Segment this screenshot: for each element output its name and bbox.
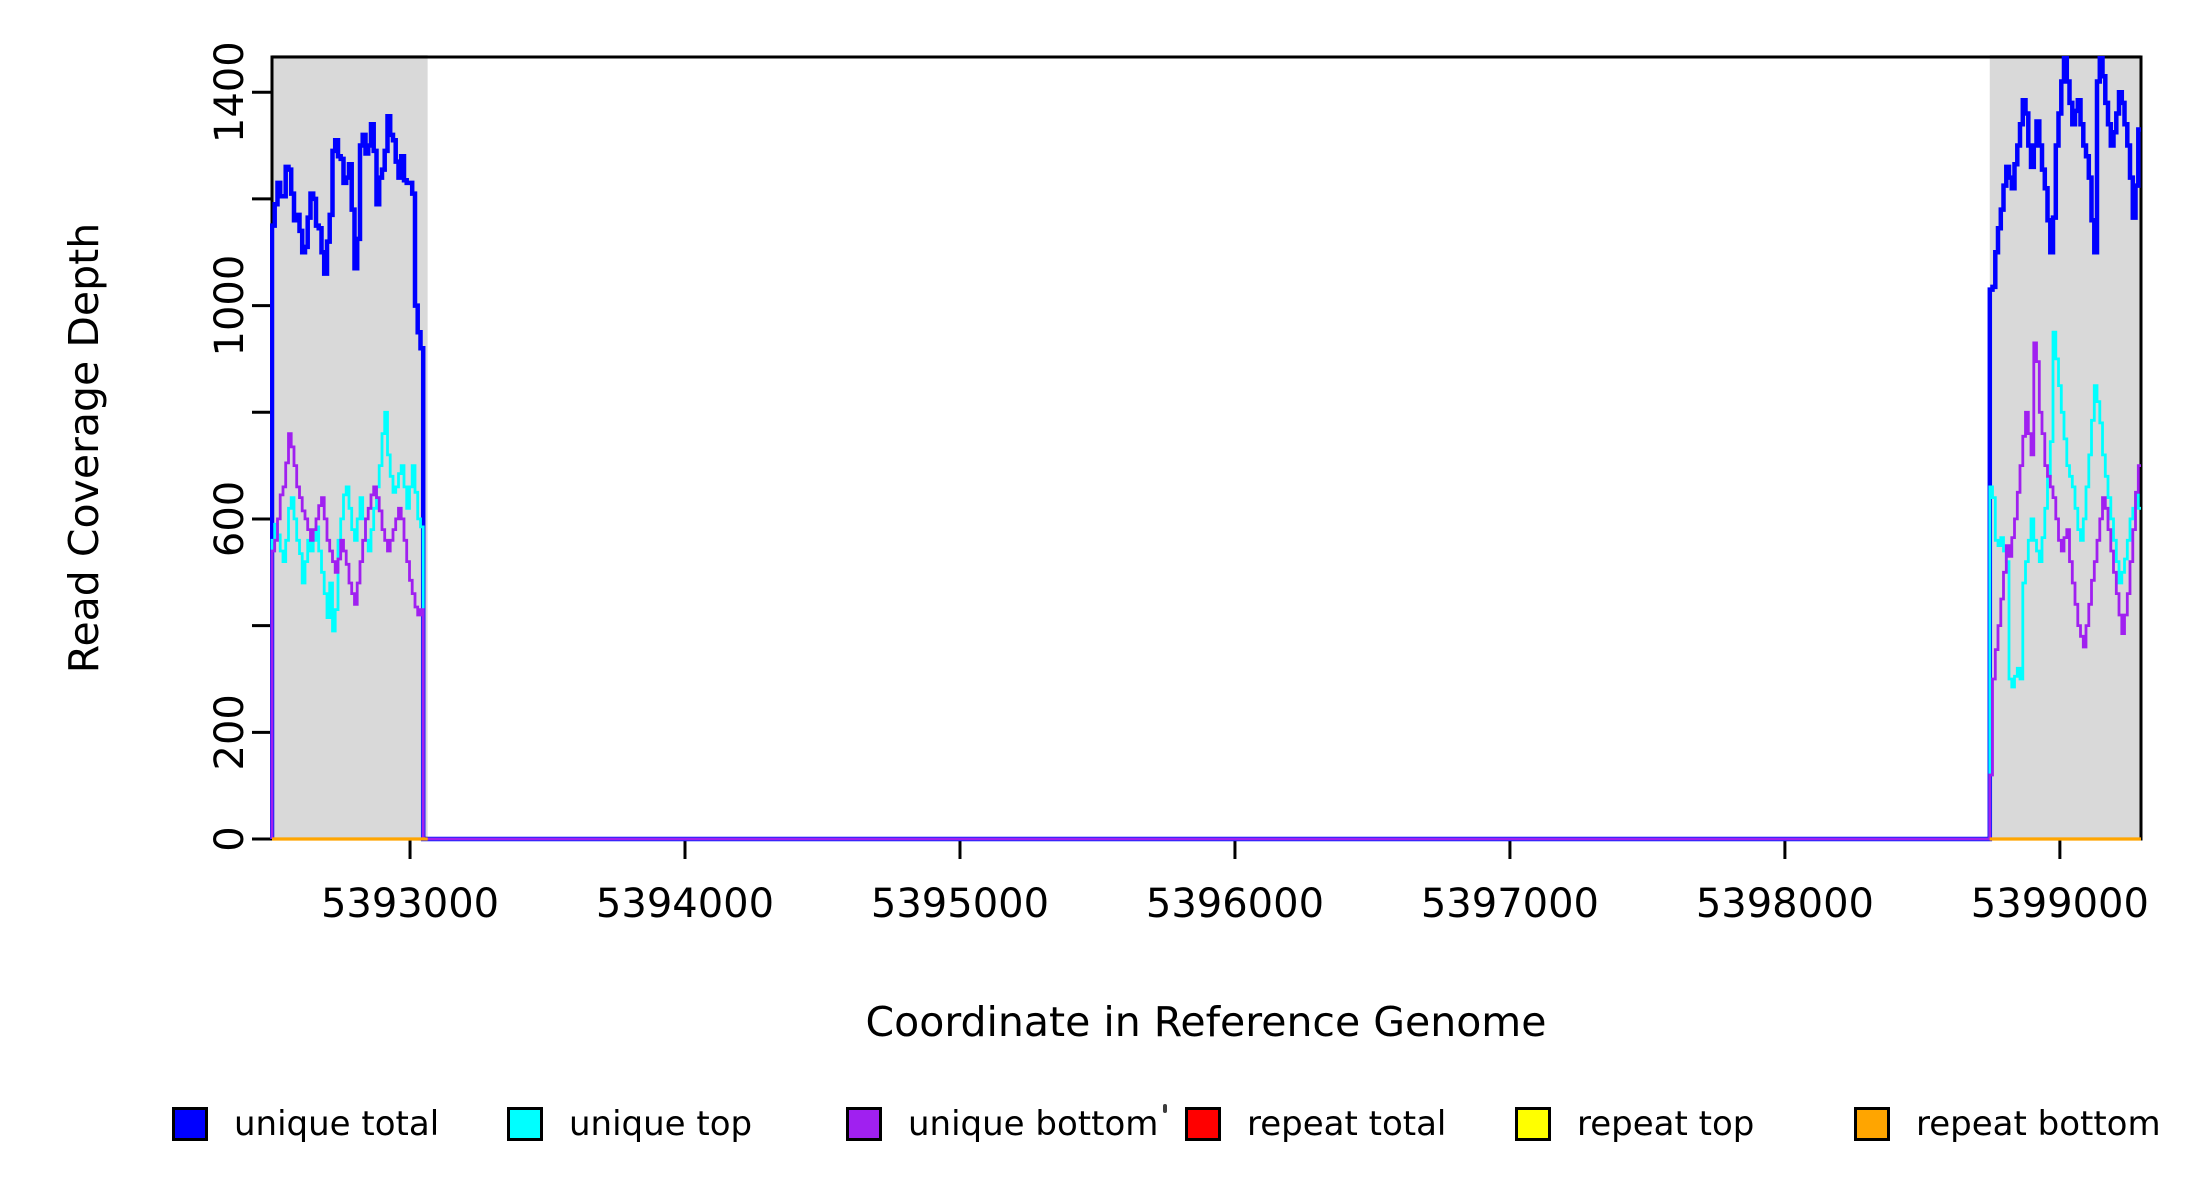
unique-bottom-swatch-icon	[846, 1107, 882, 1141]
legend-label: repeat bottom	[1916, 1104, 2161, 1144]
stray-dot-artifact	[1163, 1104, 1167, 1113]
legend-label: unique top	[569, 1104, 753, 1144]
legend-item-unique-top: unique top	[507, 1096, 752, 1152]
y-tick-label: 1000	[207, 255, 253, 357]
legend-item-repeat-top: repeat top	[1515, 1096, 1754, 1152]
repeat-total-swatch-icon	[1185, 1107, 1221, 1141]
unique-total-swatch-icon	[172, 1107, 208, 1141]
legend-label: unique total	[234, 1104, 440, 1144]
y-axis-title: Read Coverage Depth	[60, 222, 108, 674]
x-tick-label: 5396000	[1146, 881, 1324, 927]
series-path-unique-top	[270, 330, 2141, 841]
legend-item-repeat-total: repeat total	[1185, 1096, 1446, 1152]
plot-frame	[270, 55, 2143, 841]
y-tick-label: 1400	[207, 41, 253, 143]
legend-label: repeat top	[1577, 1104, 1755, 1144]
y-tick-label: 600	[207, 481, 253, 557]
x-tick-label: 5394000	[596, 881, 774, 927]
repeat-top-swatch-icon	[1515, 1107, 1551, 1141]
x-tick-label: 5395000	[871, 881, 1049, 927]
legend-label: unique bottom	[908, 1104, 1159, 1144]
x-tick-label: 5397000	[1421, 881, 1599, 927]
x-axis-title: Coordinate in Reference Genome	[865, 998, 1547, 1046]
series-path-unique-bottom	[270, 341, 2141, 841]
legend-label: repeat total	[1247, 1104, 1447, 1144]
x-tick-label: 5398000	[1696, 881, 1874, 927]
repeat-bottom-swatch-icon	[1854, 1107, 1890, 1141]
legend-item-repeat-bottom: repeat bottom	[1854, 1096, 2161, 1152]
unique-top-swatch-icon	[507, 1107, 543, 1141]
legend-item-unique-bottom: unique bottom	[846, 1096, 1158, 1152]
x-tick-label: 5399000	[1971, 881, 2149, 927]
legend: unique total unique top unique bottom re…	[0, 1096, 2200, 1152]
y-tick-label: 0	[207, 826, 253, 851]
legend-item-unique-total: unique total	[172, 1096, 439, 1152]
series-path-unique-total	[270, 56, 2141, 842]
x-tick-label: 5393000	[321, 881, 499, 927]
y-tick-label: 200	[207, 694, 253, 770]
